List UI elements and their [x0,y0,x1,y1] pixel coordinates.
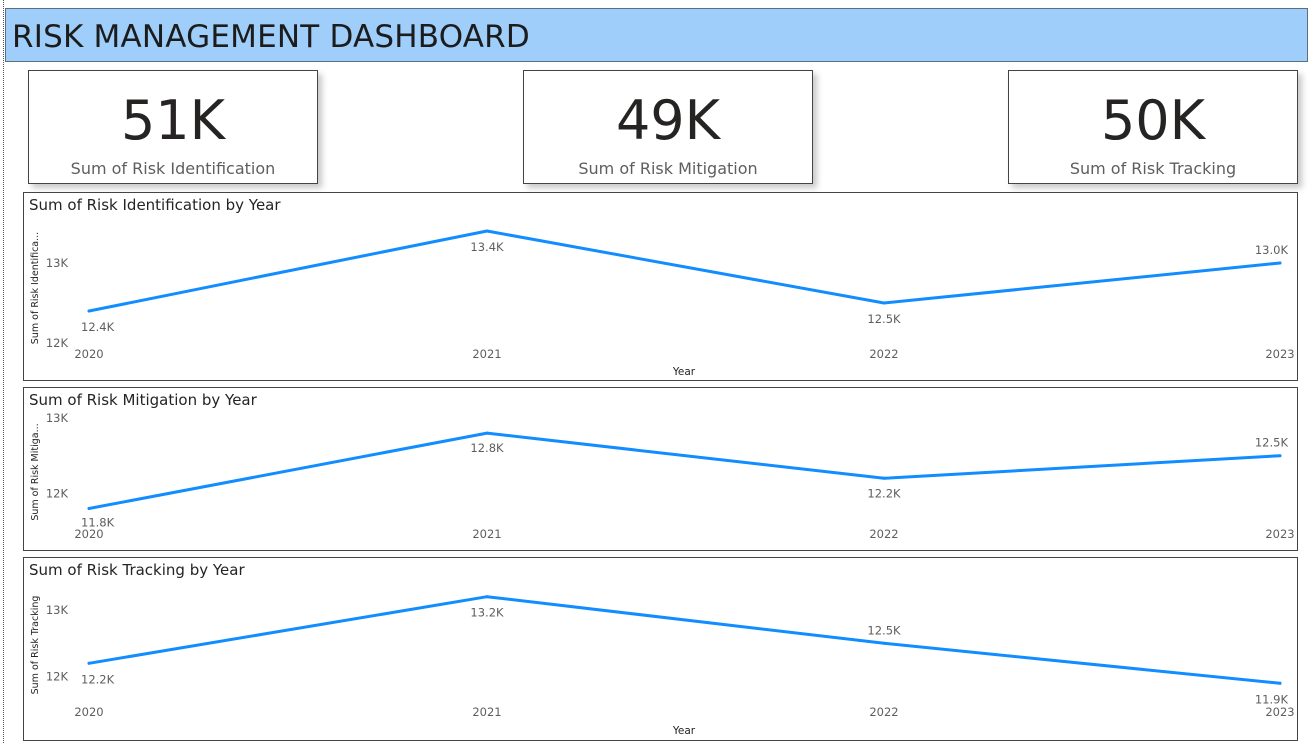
data-label: 13.2K [470,606,504,620]
data-point [486,595,489,598]
data-label: 13.4K [470,240,504,254]
y-tick-label: 12K [46,486,69,500]
data-point [88,310,91,313]
x-tick-label: 2022 [869,705,898,719]
x-tick-label: 2023 [1265,705,1294,719]
data-label: 13.0K [1255,243,1289,257]
chart-svg: Sum of Risk Mitigation by Year Sum of Ris… [24,388,1297,550]
card-value: 50K [1009,91,1297,151]
x-tick-label: 2021 [472,705,501,719]
x-tick-label: 2020 [74,347,103,361]
x-tick-label: 2023 [1265,347,1294,361]
y-axis-label: Sum of Risk Tracking [30,596,41,695]
chart-svg: Sum of Risk Tracking by Year Sum of Risk … [24,558,1297,740]
y-tick-label: 13K [46,411,69,425]
y-tick-label: 13K [46,256,69,270]
data-label: 12.5K [1255,436,1289,450]
dashboard-title: RISK MANAGEMENT DASHBOARD [12,20,530,54]
card-value: 49K [524,91,812,151]
y-axis-label: Sum of Risk Identifica... [30,232,41,344]
data-point [88,507,91,510]
chart-svg: Sum of Risk Identification by Year Sum of… [24,193,1297,380]
chart-risk-identification[interactable]: Sum of Risk Identification by Year Sum of… [23,192,1298,381]
chart-title: Sum of Risk Mitigation by Year [29,391,258,409]
series-line [89,231,1280,311]
y-tick-label: 12K [46,336,69,350]
chart-title: Sum of Risk Identification by Year [29,196,281,214]
y-tick-label: 12K [46,670,69,684]
data-point [1279,682,1282,685]
series-line [89,597,1280,684]
data-point [88,662,91,665]
data-point [486,432,489,435]
x-tick-label: 2021 [472,347,501,361]
y-tick-label: 13K [46,603,69,617]
canvas-left-border [3,0,4,743]
data-label: 12.2K [81,672,115,686]
card-label: Sum of Risk Identification [29,159,317,179]
card-risk-mitigation[interactable]: 49K Sum of Risk Mitigation [523,70,813,184]
x-tick-label: 2021 [472,527,501,541]
chart-risk-mitigation[interactable]: Sum of Risk Mitigation by Year Sum of Ris… [23,387,1298,551]
card-label: Sum of Risk Mitigation [524,159,812,179]
data-point [1279,454,1282,457]
x-axis-label: Year [672,725,696,737]
data-label: 11.9K [1255,692,1289,706]
x-tick-label: 2020 [74,705,103,719]
card-risk-tracking[interactable]: 50K Sum of Risk Tracking [1008,70,1298,184]
data-label: 12.5K [867,312,901,326]
card-label: Sum of Risk Tracking [1009,159,1297,179]
card-risk-identification[interactable]: 51K Sum of Risk Identification [28,70,318,184]
x-tick-label: 2022 [869,347,898,361]
x-axis-label: Year [672,366,696,378]
data-label: 12.4K [81,320,115,334]
x-tick-label: 2023 [1265,527,1294,541]
data-label: 12.8K [470,441,504,455]
x-tick-label: 2022 [869,527,898,541]
chart-title: Sum of Risk Tracking by Year [29,561,245,579]
dashboard-header: RISK MANAGEMENT DASHBOARD [5,8,1308,62]
data-label: 12.2K [867,486,901,500]
y-axis-label: Sum of Risk Mitiga... [30,423,41,520]
chart-risk-tracking[interactable]: Sum of Risk Tracking by Year Sum of Risk … [23,557,1298,741]
data-point [486,230,489,233]
data-point [883,477,886,480]
series-line [89,433,1280,508]
data-label: 12.5K [867,623,901,637]
data-point [1279,262,1282,265]
data-label: 11.8K [81,515,115,529]
card-value: 51K [29,91,317,151]
data-point [883,642,886,645]
data-point [883,302,886,305]
